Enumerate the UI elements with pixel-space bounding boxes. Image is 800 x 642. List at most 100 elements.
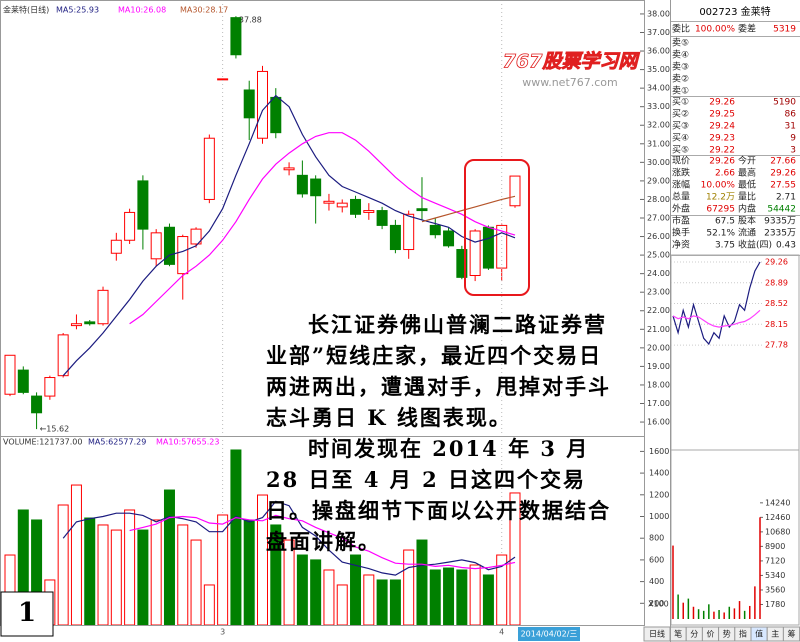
volume-bar [177,524,189,626]
quote-cell: 10.00% [701,181,736,191]
quote-cell: 总量 [672,191,690,203]
quote-cell: 5190 [773,98,796,108]
quote-cell: 0.43 [776,241,796,251]
quote-cell: 29.26 [709,157,735,167]
quote-cell: 卖③ [672,62,689,73]
candle-body [350,198,362,215]
quote-title: 002723 金莱特 [699,5,770,18]
y-tick-label: 23.00 [647,288,670,297]
quote-cell: 流通 [738,227,756,239]
tab-label[interactable]: 日线 [649,629,665,639]
y-tick-label: 1200 [649,490,669,499]
tab-label[interactable]: 势 [723,629,731,639]
legend-entry: MA10:26.08 [118,6,166,15]
y-tick-label: 800 [649,534,664,543]
volume-bar [110,529,122,626]
y-tick-label: 29.00 [647,176,670,185]
y-tick-label: 12460 [765,513,790,522]
volume-bar [482,574,494,626]
tab-label[interactable]: 笔 [674,629,682,639]
y-tick-label: 20.00 [647,343,670,352]
candle-body [257,70,268,139]
candle-body [70,323,82,327]
quote-cell: 29.24 [709,122,735,132]
y-tick-label: 400 [649,577,664,586]
volume-bar [97,524,109,626]
quote-cell: 3.75 [715,241,735,251]
tab-label[interactable]: 价 [707,630,715,639]
tab-label[interactable]: 分 [690,630,698,639]
tab-label[interactable]: 主 [771,629,779,639]
volume-ma-line [62,500,516,576]
volume-bar [469,564,481,626]
y-tick-label: 38.00 [647,9,670,18]
quote-cell: 最低 [738,179,756,191]
y-tick-label: 600 [649,555,664,564]
volume-bar [190,539,202,626]
quote-cell: 今开 [738,155,756,167]
quote-cell: 收益(四) [738,239,772,251]
tab-label[interactable]: 筹 [788,629,796,639]
quote-cell: 现价 [672,156,690,167]
quote-cell: 涨幅 [672,179,690,191]
volume-bar [323,569,335,626]
quote-cell: 内盘 [738,203,756,215]
y-tick-label: 8900 [765,542,785,551]
candle-body [4,354,16,395]
quote-cell: 委差 [738,23,756,35]
volume-bar [429,569,441,626]
candle-body [177,236,189,275]
candle-body [44,377,56,397]
quote-cell: 9335万 [764,217,796,227]
volume-ma-line [129,514,516,570]
volume-bar [230,449,242,626]
y-tick-label: 3560 [765,585,785,594]
volume-bar [124,509,136,626]
candle-body [110,239,122,254]
legend-entry: MA5:25.93 [56,6,99,15]
quote-cell: 67295 [706,205,735,215]
intraday-line [672,261,761,346]
quote-cell: 卖① [672,86,689,97]
quote-cell: 2.71 [776,193,796,203]
quote-cell: 卖④ [672,50,689,61]
tab-label[interactable]: 指 [739,629,747,639]
annotation: ←15.62 [40,425,70,434]
quote-cell: 29.22 [709,146,735,156]
volume-bar [84,517,96,626]
volume-bar [163,489,175,626]
volume-bar [443,567,455,626]
quote-cell: 最高 [738,167,756,179]
y-tick-label: 35.00 [647,65,670,74]
volume-bar [363,574,375,626]
y-tick-label: 29.26 [765,258,788,267]
y-tick-label: 21.00 [647,325,670,334]
intraday-line [672,309,761,328]
tab-label[interactable]: 值 [755,629,763,639]
quote-cell: 涨跌 [672,168,690,179]
chart-title: VOLUME:121737.00 [3,438,82,447]
highlight-box [464,159,530,296]
candle-body [150,232,162,260]
volume-bar [57,504,69,626]
candle-body [310,178,322,197]
y-tick-label: 10680 [765,527,790,536]
y-tick-label: 1000 [649,512,669,521]
volume-bar [150,519,162,626]
y-tick-label: 26.00 [647,232,670,241]
ma-line [129,132,516,325]
volume-bar [70,484,82,626]
quote-cell: 买② [672,109,689,120]
quote-cell: 9 [790,134,796,144]
y-tick-label: 17.00 [647,399,670,408]
y-tick-label: 32.00 [647,121,670,130]
candle-body [230,17,242,56]
candle-body [482,226,494,269]
candle-body [416,208,428,212]
quote-cell: 52.1% [706,229,735,239]
y-tick-label: 33.00 [647,102,670,111]
quote-cell: 31 [785,122,796,132]
quote-cell: 12.2万 [706,193,735,203]
candle-body [509,175,521,207]
